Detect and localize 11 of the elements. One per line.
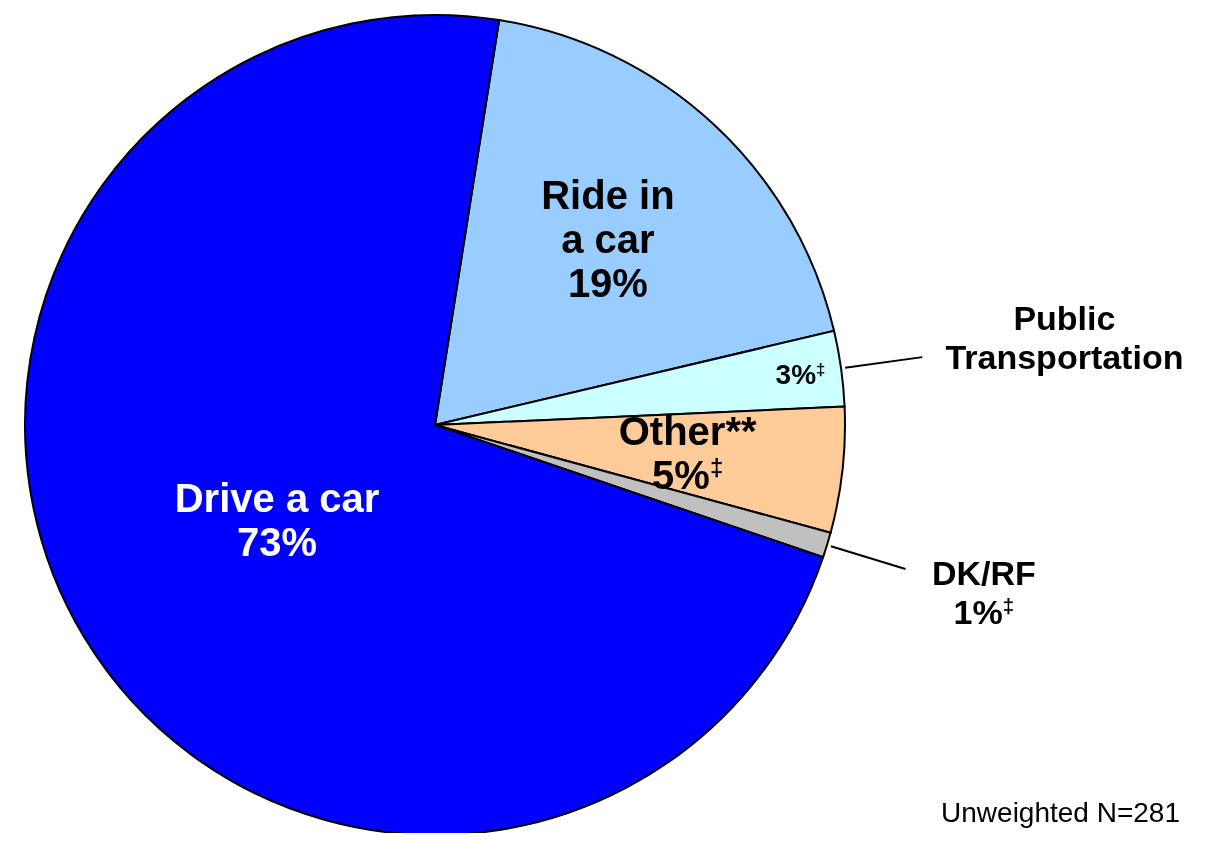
slice-label: DK/RF: [931, 554, 1036, 593]
data-label: 5%$^{‡}$: [652, 453, 724, 498]
slice-label: Ride in a car: [541, 172, 675, 261]
slice-label: Public Transportation: [945, 298, 1184, 376]
text: Unweighted N=281: [941, 797, 1180, 829]
data-label: 19%: [567, 260, 648, 305]
slice-label: Other**: [618, 409, 757, 454]
data-label: 1%$^{‡}$: [953, 593, 1015, 632]
data-label: 73%: [236, 520, 318, 565]
data-label: 3%$^{‡}$: [775, 359, 826, 391]
slice-label: Drive a car: [174, 476, 380, 521]
